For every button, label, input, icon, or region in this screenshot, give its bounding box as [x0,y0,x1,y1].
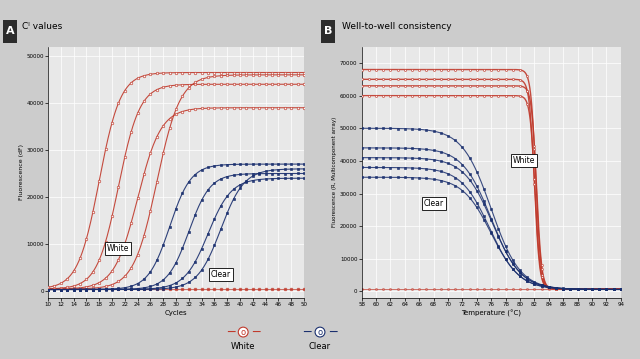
X-axis label: Cycles: Cycles [164,310,188,316]
Text: o: o [317,327,323,337]
Text: Clear: Clear [211,270,231,279]
Y-axis label: Fluorescence (dF): Fluorescence (dF) [19,144,24,200]
Text: B: B [324,27,333,36]
Text: White: White [231,342,255,351]
Text: Cᴵ values: Cᴵ values [22,22,63,32]
Text: ─: ─ [303,326,311,339]
Text: ─: ─ [329,326,337,339]
X-axis label: Temperature (°C): Temperature (°C) [461,310,521,317]
Text: A: A [6,27,15,36]
Text: Clear: Clear [309,342,331,351]
Y-axis label: Fluorescence (R, Multicomponent array): Fluorescence (R, Multicomponent array) [332,117,337,228]
Text: Well-to-well consistency: Well-to-well consistency [342,22,452,32]
Text: White: White [108,244,129,253]
Text: ─: ─ [227,326,234,339]
Text: Clear: Clear [424,199,444,208]
Text: ─: ─ [252,326,260,339]
Text: White: White [513,157,535,165]
Text: o: o [241,327,246,337]
